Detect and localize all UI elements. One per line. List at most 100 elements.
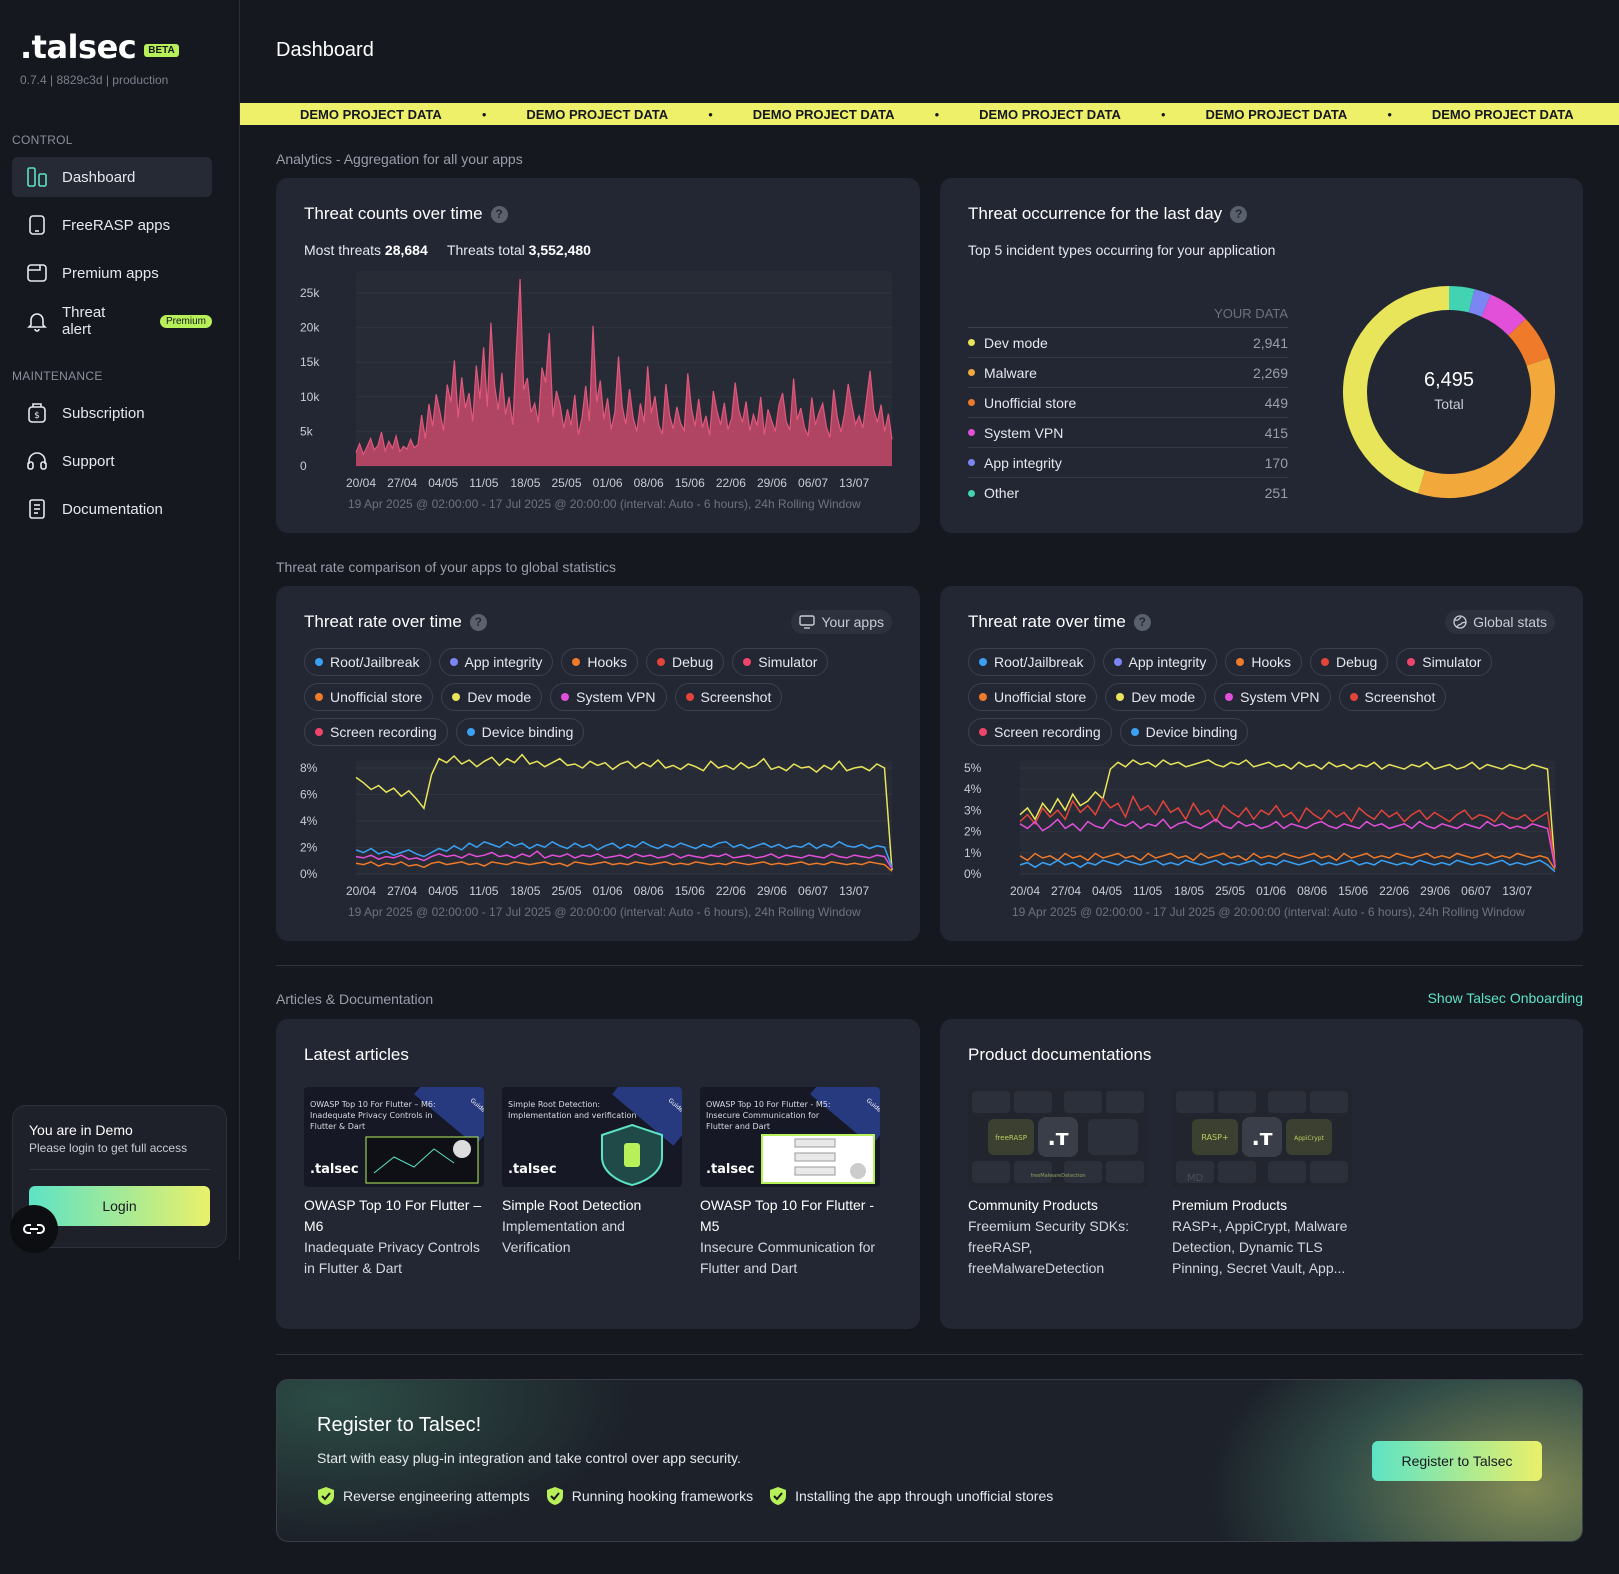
toggle-icon — [23, 1224, 45, 1234]
series-toggle-tag[interactable]: System VPN — [550, 683, 667, 711]
talsec-logo[interactable]: .talsec BETA — [20, 28, 179, 66]
occurrence-label-wrap: App integrity — [968, 455, 1062, 471]
doc-community[interactable]: Community Products Freemium Security SDK… — [968, 1195, 1148, 1279]
series-filter-row: Root/Jailbreak App integrity Hooks Debug Sim… — [968, 648, 1493, 676]
x-tick-label: 01/06 — [1256, 884, 1286, 898]
feature-item: Running hooking frameworks — [546, 1486, 753, 1506]
login-button[interactable]: Login — [29, 1186, 210, 1226]
donut-total-label: Total — [1434, 396, 1464, 412]
series-toggle-tag[interactable]: Dev mode — [441, 683, 543, 711]
series-line-root-jailbreak — [355, 840, 893, 868]
help-icon[interactable]: ? — [490, 205, 508, 223]
svg-text:freeRASP: freeRASP — [995, 1134, 1027, 1142]
occurrence-value: 415 — [1264, 424, 1288, 441]
threats-total-label: Threats total — [446, 242, 525, 258]
sidebar-item-subscription[interactable]: $ Subscription — [12, 393, 212, 433]
y-tick-label: 6% — [300, 788, 318, 802]
phone-icon — [26, 214, 48, 236]
series-color-dot — [1349, 693, 1358, 701]
legend-dot — [968, 339, 975, 346]
occurrence-label: System VPN — [984, 424, 1064, 441]
legend-dot — [968, 369, 975, 376]
x-tick-label: 13/07 — [839, 884, 869, 898]
sidebar-item-threat-alert[interactable]: Threat alert Premium — [12, 301, 212, 341]
series-toggle-tag[interactable]: Unofficial store — [304, 683, 434, 711]
series-toggle-tag[interactable]: Debug — [1310, 648, 1389, 676]
doc-thumbnail-premium[interactable]: RASP+ .ᴛ AppiCrypt MD — [1172, 1087, 1352, 1187]
series-color-dot — [979, 693, 987, 701]
series-toggle-tag[interactable]: Root/Jailbreak — [304, 648, 431, 676]
series-toggle-tag[interactable]: Debug — [646, 648, 725, 676]
sidebar-item-freerasp-apps[interactable]: FreeRASP apps — [12, 205, 212, 245]
banner-separator: • — [1160, 106, 1166, 122]
x-tick-label: 27/04 — [387, 476, 417, 490]
sidebar-item-dashboard[interactable]: Dashboard — [12, 157, 212, 197]
series-color-dot — [979, 728, 987, 736]
series-color-dot — [1236, 658, 1245, 666]
series-toggle-tag[interactable]: Dev mode — [1105, 683, 1207, 711]
doc-thumbnail-community[interactable]: freeRASP .ᴛ freeMalwareDetection — [968, 1087, 1148, 1187]
series-line-unofficial-store — [1019, 852, 1556, 870]
occurrence-label-wrap: Other — [968, 485, 1019, 501]
x-tick-label: 29/06 — [757, 884, 787, 898]
article-link[interactable]: OWASP Top 10 For Flutter – M6 Inadequate … — [304, 1195, 484, 1279]
sidebar-item-premium-apps[interactable]: Premium apps — [12, 253, 212, 293]
occurrence-label: Unofficial store — [984, 394, 1077, 411]
demo-title: You are in Demo — [29, 1122, 133, 1138]
series-toggle-tag[interactable]: Device binding — [1119, 718, 1249, 746]
article-thumbnail[interactable]: .talsec Guide OWASP Top 10 For Flutter - M… — [700, 1087, 880, 1187]
occurrence-value: 449 — [1264, 394, 1288, 411]
sidebar-item-documentation[interactable]: Documentation — [12, 489, 212, 529]
series-color-dot — [1130, 728, 1139, 736]
banner-text: DEMO PROJECT DATA — [300, 106, 442, 122]
help-icon[interactable]: ? — [469, 613, 487, 631]
series-toggle-tag[interactable]: Simulator — [1396, 648, 1493, 676]
thumb-brand: .talsec — [508, 1162, 557, 1177]
article-thumbnail[interactable]: .talsec Guide Simple Root Detection: Imple… — [502, 1087, 682, 1187]
series-toggle-tag[interactable]: Unofficial store — [968, 683, 1098, 711]
sidebar-item-label: Threat alert — [62, 304, 106, 338]
article-link[interactable]: Simple Root Detection Implementation and … — [502, 1195, 682, 1258]
article-link[interactable]: OWASP Top 10 For Flutter - M5 Insecure Co… — [700, 1195, 880, 1279]
series-toggle-tag[interactable]: Root/Jailbreak — [968, 648, 1095, 676]
page-title: Dashboard — [276, 39, 374, 61]
series-toggle-tag[interactable]: Device binding — [455, 718, 585, 746]
article-thumbnail[interactable]: .talsec Guide OWASP Top 10 For Flutter – M… — [304, 1087, 484, 1187]
show-onboarding-link[interactable]: Show Talsec Onboarding — [1427, 990, 1583, 1006]
y-tick-label: 2% — [964, 825, 982, 839]
series-toggle-tag[interactable]: Simulator — [732, 648, 829, 676]
series-toggle-tag[interactable]: Screenshot — [674, 683, 783, 711]
sidebar-toggle-button[interactable] — [10, 1205, 58, 1253]
help-icon[interactable]: ? — [1230, 205, 1248, 223]
series-toggle-tag[interactable]: System VPN — [1214, 683, 1331, 711]
y-tick-label: 20k — [300, 321, 320, 335]
x-tick-label: 20/04 — [1010, 884, 1040, 898]
latest-articles-card: Latest articles .talsec Guide OWASP Top 10… — [276, 1019, 920, 1329]
series-toggle-tag[interactable]: Hooks — [561, 648, 639, 676]
x-tick-label: 11/05 — [469, 884, 498, 898]
register-button[interactable]: Register to Talsec — [1372, 1441, 1542, 1481]
occurrence-row: System VPN 415 — [968, 418, 1288, 448]
x-tick-label: 20/04 — [346, 884, 376, 898]
series-toggle-tag[interactable]: Hooks — [1225, 648, 1303, 676]
series-toggle-tag[interactable]: App integrity — [1102, 648, 1218, 676]
thumb-brand: .talsec — [310, 1162, 359, 1177]
series-tag-label: Hooks — [587, 654, 628, 670]
series-toggle-tag[interactable]: Screen recording — [968, 718, 1112, 746]
series-toggle-tag[interactable]: App integrity — [438, 648, 554, 676]
svg-text:freeMalwareDetection: freeMalwareDetection — [1030, 1173, 1085, 1179]
series-toggle-tag[interactable]: Screenshot — [1338, 683, 1447, 711]
doc-premium[interactable]: Premium Products RASP+, AppiCrypt, Malwa… — [1172, 1195, 1352, 1279]
series-line-dev-mode — [355, 753, 893, 871]
svg-text:.ᴛ: .ᴛ — [1047, 1126, 1068, 1151]
divider — [29, 1169, 210, 1170]
y-tick-label: 25k — [300, 286, 320, 300]
banner-separator: • — [708, 106, 713, 122]
banner-text: DEMO PROJECT DATA — [979, 106, 1121, 122]
plot-background — [1020, 760, 1555, 874]
help-icon[interactable]: ? — [1133, 613, 1151, 631]
series-toggle-tag[interactable]: Screen recording — [304, 718, 448, 746]
series-line-system-vpn — [355, 850, 893, 869]
sidebar-item-support[interactable]: Support — [12, 441, 212, 481]
nav-section-control: CONTROL — [12, 133, 73, 147]
